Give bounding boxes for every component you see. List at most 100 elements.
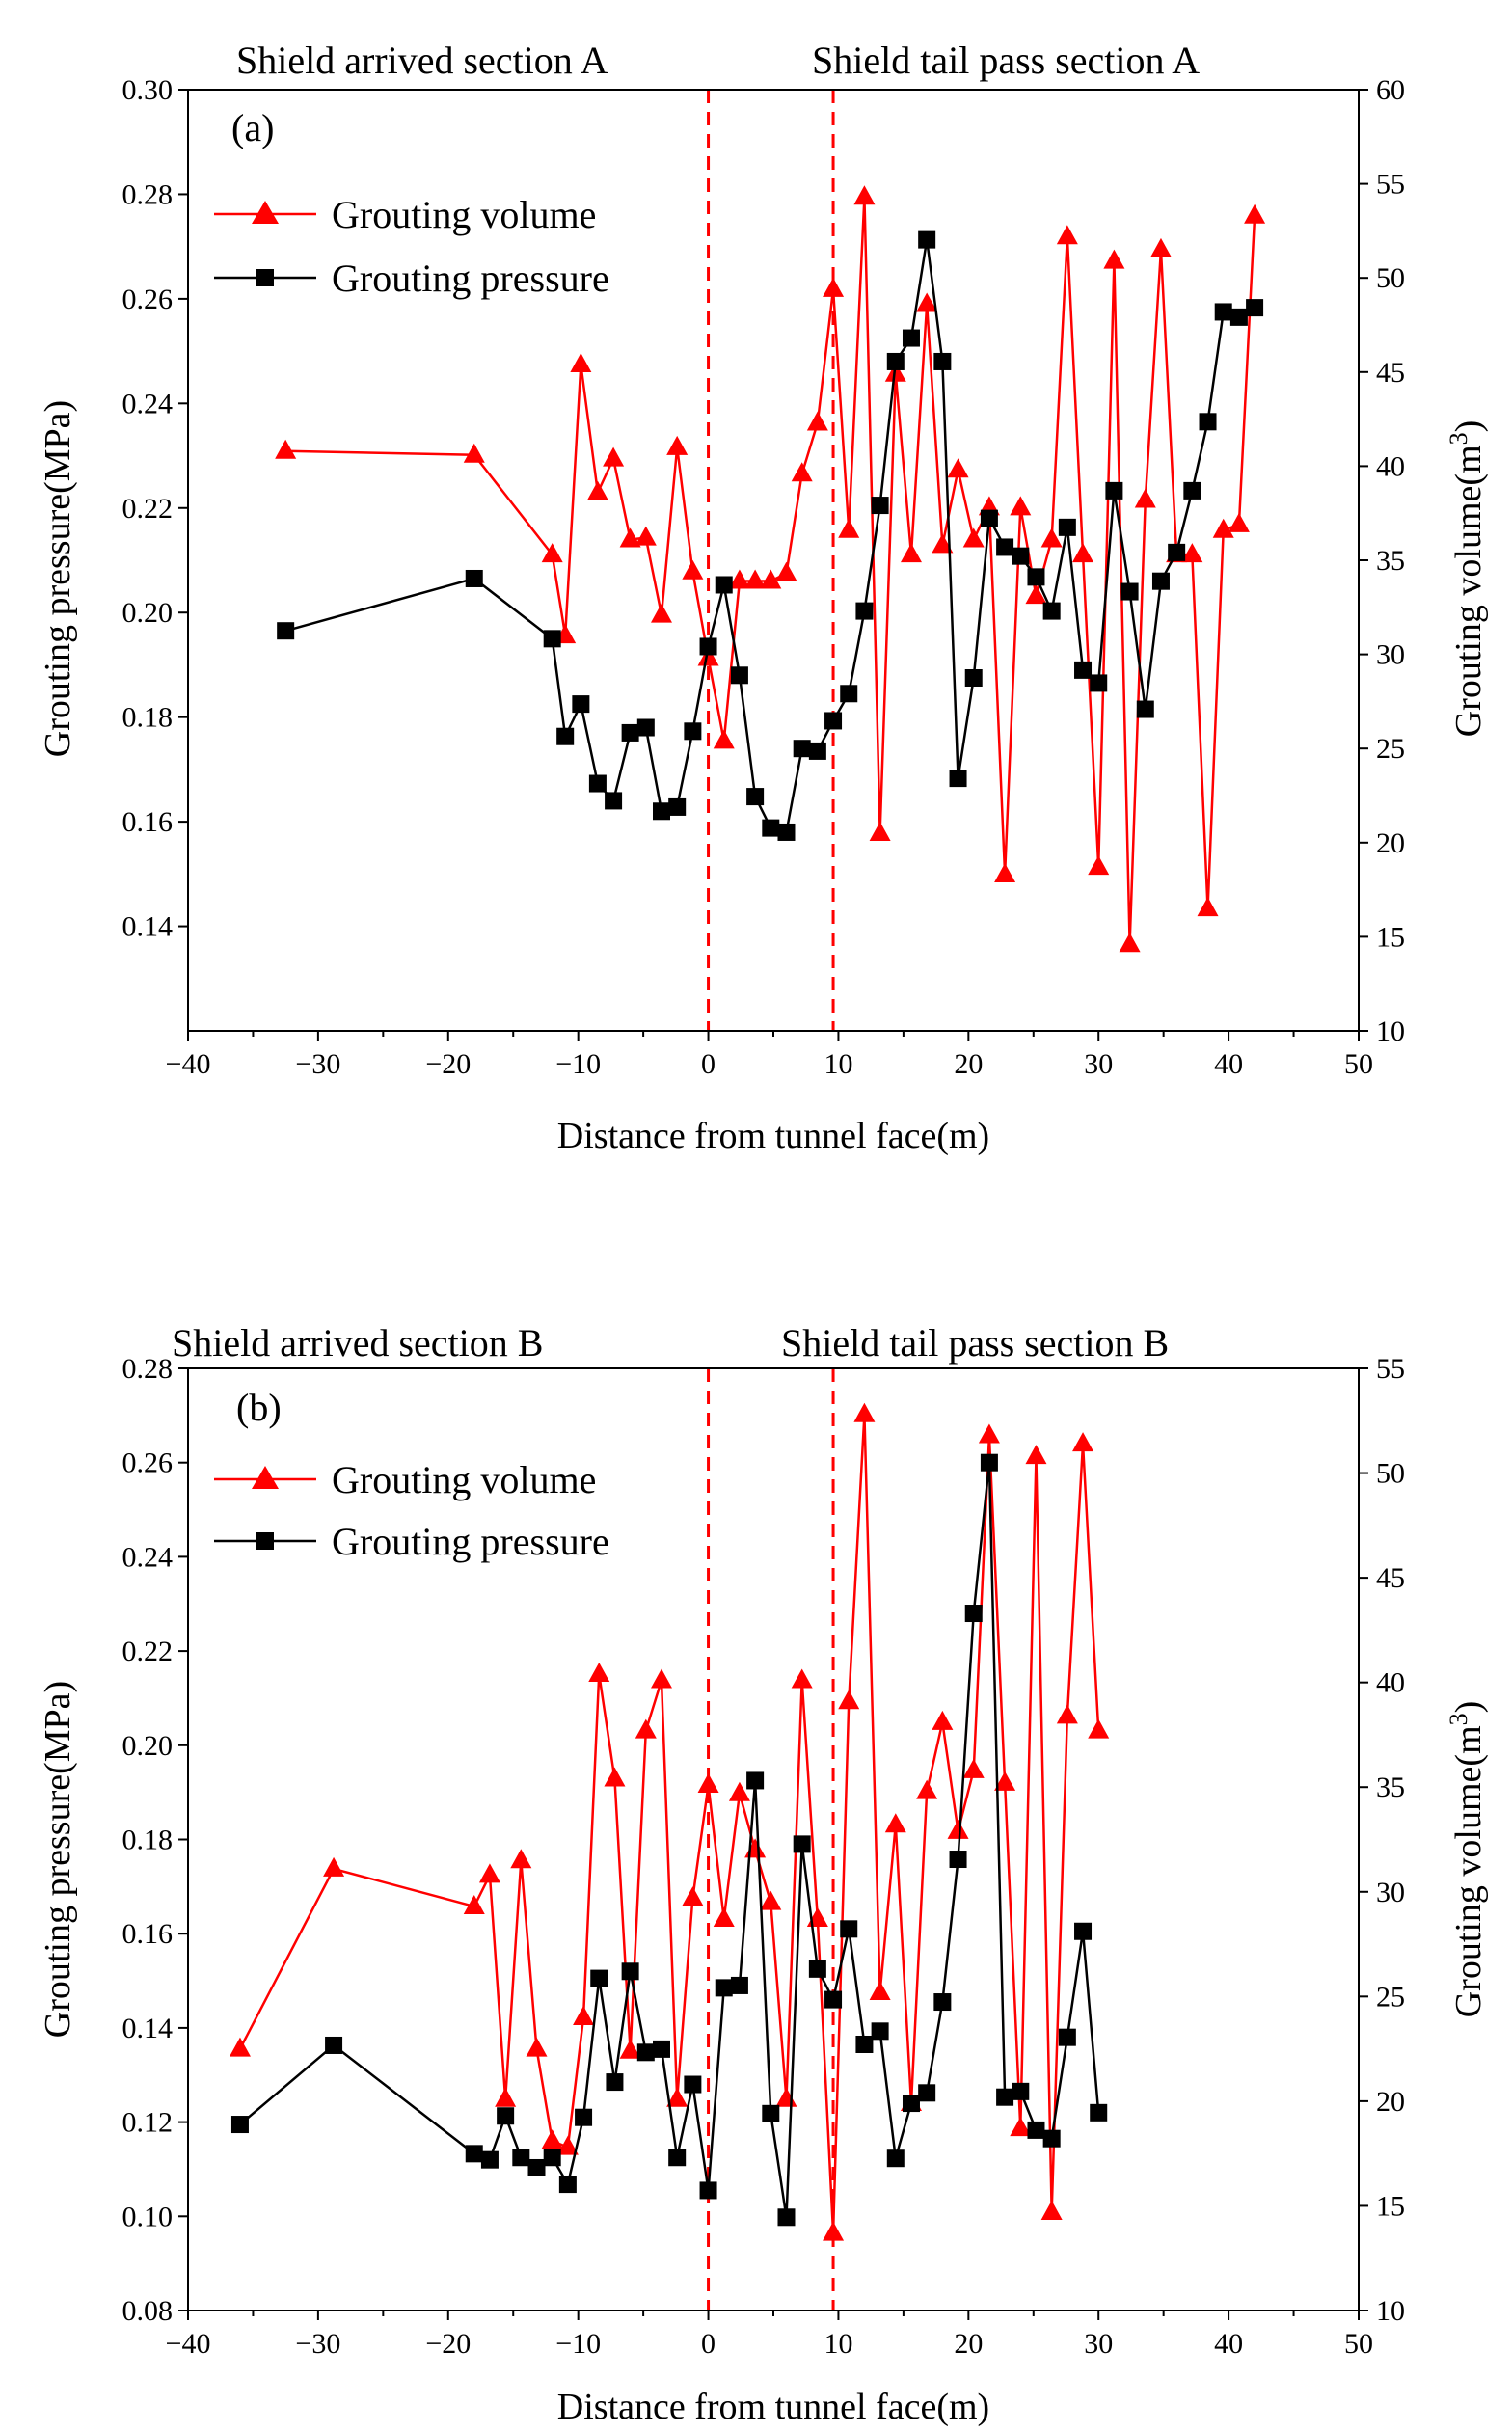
grouting-volume-point [947, 1819, 969, 1839]
grouting-volume-point [932, 533, 954, 554]
grouting-pressure-point [588, 774, 607, 793]
right-y-tick-label: 60 [1376, 74, 1405, 106]
grouting-volume-point [634, 526, 657, 546]
grouting-pressure-point [1105, 481, 1123, 500]
grouting-volume-point [823, 277, 845, 297]
grouting-volume-point [1228, 512, 1250, 532]
legend-label-pressure: Grouting pressure [332, 1520, 609, 1563]
grouting-volume-point [838, 518, 860, 538]
grouting-volume-point [323, 1856, 345, 1877]
grouting-pressure-point [886, 2149, 904, 2168]
grouting-volume-point [744, 569, 767, 589]
right-y-tick-label: 15 [1376, 2190, 1405, 2222]
grouting-volume-point [869, 1980, 891, 2000]
x-axis: −40 −30 −20 −10 0 10 20 30 40 50 [166, 1031, 1373, 1080]
grouting-volume-point [1056, 1704, 1078, 1724]
grouting-volume-point [1119, 933, 1141, 953]
grouting-volume-point [713, 1907, 735, 1928]
grouting-volume-point [884, 1813, 906, 1833]
grouting-volume-point [650, 603, 672, 623]
left-y-tick-label: 0.24 [122, 1541, 174, 1573]
grouting-volume-point [463, 443, 485, 463]
left-y-tick-label: 0.08 [122, 2295, 174, 2327]
grouting-pressure-point [1246, 299, 1264, 317]
x-axis: −40 −30 −20 −10 0 10 20 30 40 50 [166, 2311, 1373, 2360]
grouting-pressure-point [699, 637, 717, 656]
grouting-pressure-point [996, 538, 1014, 556]
grouting-volume-point [556, 2135, 579, 2155]
vertical-reference-lines [707, 1368, 835, 2311]
right-y-tick-label: 20 [1376, 827, 1405, 859]
grouting-pressure-point [684, 2075, 702, 2094]
x-tick-label: 0 [701, 1048, 716, 1080]
x-tick-label: −40 [166, 1048, 211, 1080]
grouting-volume-point [682, 1886, 704, 1906]
left-y-axis-title: Grouting pressure(MPa) [38, 400, 78, 757]
grouting-volume-point [1149, 237, 1172, 257]
right-y-tick-label: 30 [1376, 1877, 1405, 1908]
grouting-pressure-point [1012, 547, 1030, 565]
grouting-volume-point [916, 1779, 938, 1799]
right-y-axis-title-superscript: 3 [1444, 432, 1472, 445]
grouting-volume-point [650, 1668, 672, 1689]
right-y-tick-label: 40 [1376, 1667, 1405, 1699]
grouting-pressure-point [543, 2149, 561, 2167]
grouting-volume-point [994, 1771, 1016, 1791]
grouting-volume-point [229, 2037, 251, 2057]
right-y-axis-title: Grouting volume(m3) [1444, 1701, 1489, 2018]
grouting-pressure-point [918, 2084, 936, 2102]
grouting-volume-point [728, 569, 750, 589]
grouting-pressure-point [465, 569, 483, 587]
grouting-volume-point [978, 1423, 1000, 1444]
x-tick-label: 30 [1084, 1048, 1113, 1080]
grouting-pressure-point [699, 2181, 717, 2200]
x-tick-label: 0 [701, 2328, 716, 2360]
grouting-volume-point [573, 2006, 595, 2026]
grouting-volume-point [1212, 518, 1234, 538]
grouting-pressure-point [1168, 543, 1186, 561]
grouting-pressure-point [918, 230, 936, 249]
grouting-pressure-point [636, 718, 655, 737]
grouting-volume-point [728, 1781, 750, 1801]
x-tick-label: 50 [1344, 2328, 1373, 2360]
x-tick-label: 50 [1344, 1048, 1373, 1080]
grouting-pressure-point [325, 2036, 343, 2054]
grouting-volume-point [619, 527, 641, 548]
grouting-pressure-point [1074, 661, 1093, 679]
grouting-pressure-point [902, 329, 920, 347]
chart-panel-b: Shield arrived section B Shield tail pas… [38, 1321, 1489, 2427]
grouting-pressure-point [465, 2145, 483, 2163]
grouting-volume-point [697, 646, 719, 666]
grouting-volume-point [791, 1668, 813, 1689]
series-layer [229, 1402, 1110, 2241]
left-y-tick-label: 0.14 [122, 911, 174, 943]
grouting-pressure-point [480, 2150, 499, 2169]
grouting-pressure-point [949, 1851, 967, 1869]
right-y-tick-label: 55 [1376, 1353, 1405, 1385]
grouting-pressure-point [886, 352, 904, 370]
grouting-pressure-point [715, 576, 733, 594]
grouting-pressure-point [808, 742, 826, 760]
legend: Grouting volume Grouting pressure [214, 1458, 609, 1563]
grouting-pressure-point [980, 1453, 998, 1472]
x-tick-label: −30 [295, 1048, 340, 1080]
grouting-pressure-point [762, 819, 780, 837]
grouting-volume-point [823, 2221, 845, 2241]
left-y-tick-label: 0.26 [122, 1447, 174, 1479]
grouting-pressure-point [558, 2176, 577, 2194]
grouting-volume-point [634, 1718, 657, 1739]
right-y-tick-label: 55 [1376, 169, 1405, 201]
right-y-axis-title-superscript: 3 [1444, 1713, 1472, 1725]
grouting-pressure-point [964, 669, 983, 687]
grouting-volume-point [588, 1662, 610, 1682]
panel-label: (a) [231, 106, 274, 149]
x-tick-label: 40 [1214, 2328, 1243, 2360]
legend-marker-volume [252, 201, 279, 224]
right-y-tick-label: 50 [1376, 262, 1405, 294]
grouting-pressure-point [871, 497, 889, 515]
right-y-axis-title: Grouting volume(m3) [1444, 420, 1489, 738]
grouting-volume-point [962, 1758, 985, 1778]
x-tick-label: −20 [425, 1048, 471, 1080]
grouting-volume-point [806, 411, 828, 431]
left-y-axis-title: Grouting pressure(MPa) [38, 1681, 78, 2038]
